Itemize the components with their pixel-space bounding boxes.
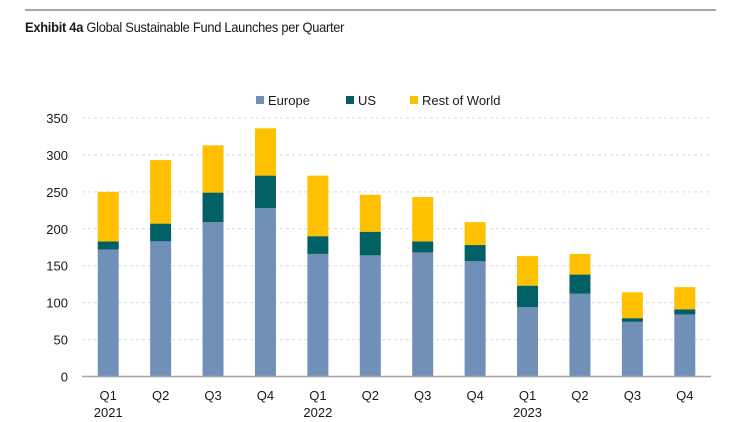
x-tick-label: Q2 [362, 388, 379, 403]
bar-segment-europe [150, 241, 172, 377]
bar-stack [412, 197, 434, 377]
legend-swatch [410, 96, 418, 104]
y-tick-label: 350 [46, 111, 68, 126]
x-tick-label: Q1 [519, 388, 536, 403]
bar-segment-us [97, 241, 119, 250]
legend-label: Rest of World [422, 93, 501, 108]
bar-segment-europe [254, 208, 276, 377]
bar-segment-rest-of-world [359, 194, 381, 232]
bar-stack [569, 253, 591, 377]
bar-segment-rest-of-world [150, 160, 172, 224]
bar-segment-europe [359, 255, 381, 377]
bar-segment-europe [621, 321, 643, 377]
y-tick-label: 50 [54, 333, 68, 348]
y-tick-label: 300 [46, 148, 68, 163]
bar-segment-rest-of-world [517, 256, 539, 286]
x-tick-label: Q2 [152, 388, 169, 403]
legend-label: Europe [268, 93, 310, 108]
x-tick-label: Q3 [624, 388, 641, 403]
bar-stack [202, 145, 224, 377]
bar-segment-us [517, 285, 539, 308]
x-tick-year-label: 2021 [94, 405, 123, 420]
legend-label: US [358, 93, 376, 108]
bar-segment-rest-of-world [674, 287, 696, 310]
x-tick-label: Q4 [257, 388, 274, 403]
bar-segment-europe [412, 252, 434, 377]
bar-segment-rest-of-world [307, 175, 329, 237]
bar-segment-us [202, 192, 224, 223]
bar-segment-europe [97, 249, 119, 377]
y-tick-label: 150 [46, 259, 68, 274]
bar-segment-rest-of-world [254, 128, 276, 176]
y-tick-label: 250 [46, 185, 68, 200]
bar-stack [97, 191, 119, 377]
x-tick-label: Q4 [466, 388, 483, 403]
legend-item-us: US [346, 93, 376, 108]
y-tick-label: 200 [46, 222, 68, 237]
bar-segment-us [464, 245, 486, 262]
bar-segment-us [359, 231, 381, 256]
bar-stack [674, 287, 696, 377]
bar-segment-us [674, 309, 696, 315]
bar-segment-us [412, 241, 434, 253]
x-tick-year-label: 2023 [513, 405, 542, 420]
x-tick-label: Q4 [676, 388, 693, 403]
legend: Europe US Rest of World [256, 93, 501, 108]
bar-segment-us [307, 236, 329, 254]
bar-stack [254, 128, 276, 377]
top-rule [25, 9, 716, 11]
x-tick-label: Q3 [204, 388, 221, 403]
bar-segment-rest-of-world [464, 222, 486, 246]
bar-segment-us [254, 175, 276, 209]
bar-segment-rest-of-world [412, 197, 434, 242]
legend-swatch [346, 96, 354, 104]
y-tick-label: 0 [61, 370, 68, 385]
bar-segment-europe [569, 293, 591, 377]
bar-segment-europe [307, 253, 329, 377]
y-tick-label: 100 [46, 296, 68, 311]
gridlines [82, 117, 711, 341]
title-text: Global Sustainable Fund Launches per Qua… [86, 19, 345, 35]
bar-stack [517, 256, 539, 377]
x-tick-label: Q1 [309, 388, 326, 403]
bar-segment-rest-of-world [621, 292, 643, 319]
bar-stack [359, 194, 381, 377]
bar-segment-europe [517, 307, 539, 377]
y-axis-ticks: 0 50 100 150 200 250 300 350 [46, 111, 68, 385]
bar-segment-rest-of-world [569, 253, 591, 275]
bar-stack [307, 175, 329, 377]
bar-segment-europe [464, 261, 486, 377]
bar-segment-rest-of-world [97, 191, 119, 242]
legend-item-europe: Europe [256, 93, 310, 108]
chart-title: Exhibit 4a Global Sustainable Fund Launc… [25, 19, 344, 35]
bar-segment-us [150, 223, 172, 242]
bar-segment-us [621, 318, 643, 322]
bars [97, 128, 696, 377]
exhibit-label: Exhibit 4a [25, 19, 84, 35]
x-axis: Q1 2021 Q2 Q3 Q4 Q1 2022 Q2 Q3 Q4 Q1 2023 Q2 Q3 Q4 [82, 375, 711, 420]
x-tick-label: Q2 [571, 388, 588, 403]
x-tick-year-label: 2022 [303, 405, 332, 420]
bar-stack [150, 160, 172, 377]
x-tick-label: Q1 [100, 388, 117, 403]
bar-segment-rest-of-world [202, 145, 224, 193]
x-tick-label: Q3 [414, 388, 431, 403]
bar-segment-europe [674, 314, 696, 377]
bar-segment-europe [202, 222, 224, 377]
bar-stack [621, 292, 643, 377]
bar-stack [464, 222, 486, 377]
legend-item-rest-of-world: Rest of World [410, 93, 501, 108]
legend-swatch [256, 96, 264, 104]
bar-segment-us [569, 274, 591, 294]
